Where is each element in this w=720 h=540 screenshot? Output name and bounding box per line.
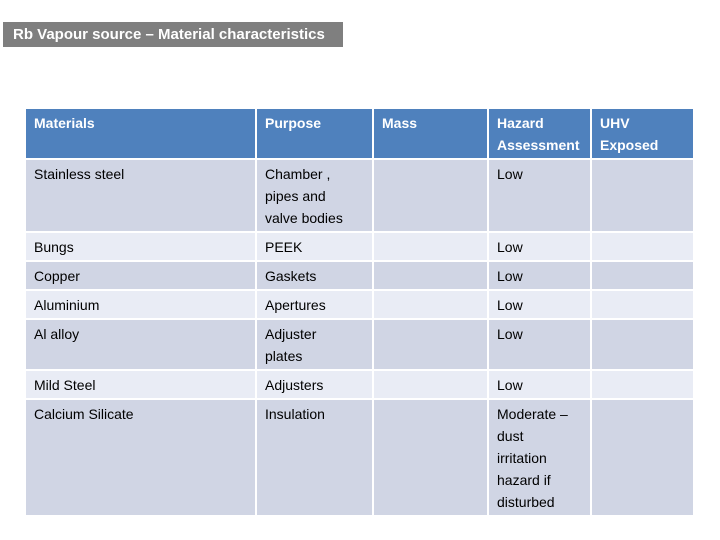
cell-uhv: [590, 318, 695, 371]
header-purpose: Purpose: [255, 107, 374, 160]
cell-purpose: Insulation: [255, 398, 374, 517]
table-row: Aluminium Apertures Low: [24, 289, 695, 320]
cell-materials: Aluminium: [24, 289, 257, 320]
cell-mass: [372, 369, 489, 400]
materials-table: Materials Purpose Mass Hazard Assessment…: [24, 107, 695, 517]
cell-materials: Calcium Silicate: [24, 398, 257, 517]
cell-purpose: Adjuster plates: [255, 318, 374, 371]
cell-uhv: [590, 398, 695, 517]
cell-purpose: Apertures: [255, 289, 374, 320]
cell-purpose: Chamber , pipes and valve bodies: [255, 158, 374, 233]
table-row: Al alloy Adjuster plates Low: [24, 318, 695, 371]
cell-uhv: [590, 289, 695, 320]
cell-materials: Mild Steel: [24, 369, 257, 400]
cell-hazard: Low: [487, 231, 592, 262]
cell-hazard: Moderate – dust irritation hazard if dis…: [487, 398, 592, 517]
cell-mass: [372, 158, 489, 233]
cell-uhv: [590, 231, 695, 262]
table-row: Bungs PEEK Low: [24, 231, 695, 262]
table-row: Calcium Silicate Insulation Moderate – d…: [24, 398, 695, 517]
cell-hazard: Low: [487, 369, 592, 400]
cell-materials: Bungs: [24, 231, 257, 262]
header-mass: Mass: [372, 107, 489, 160]
header-uhv-exposed: UHV Exposed: [590, 107, 695, 160]
header-hazard-assessment: Hazard Assessment: [487, 107, 592, 160]
table-header-row: Materials Purpose Mass Hazard Assessment…: [24, 107, 695, 160]
slide-title-bar: Rb Vapour source – Material characterist…: [3, 22, 343, 47]
table-row: Stainless steel Chamber , pipes and valv…: [24, 158, 695, 233]
cell-mass: [372, 398, 489, 517]
cell-hazard: Low: [487, 260, 592, 291]
cell-materials: Copper: [24, 260, 257, 291]
table-row: Mild Steel Adjusters Low: [24, 369, 695, 400]
cell-purpose: PEEK: [255, 231, 374, 262]
cell-materials: Al alloy: [24, 318, 257, 371]
slide-title-text: Rb Vapour source – Material characterist…: [13, 26, 325, 43]
cell-hazard: Low: [487, 318, 592, 371]
cell-purpose: Gaskets: [255, 260, 374, 291]
cell-mass: [372, 231, 489, 262]
cell-mass: [372, 318, 489, 371]
cell-mass: [372, 289, 489, 320]
cell-mass: [372, 260, 489, 291]
header-materials: Materials: [24, 107, 257, 160]
table-row: Copper Gaskets Low: [24, 260, 695, 291]
cell-uhv: [590, 260, 695, 291]
cell-materials: Stainless steel: [24, 158, 257, 233]
cell-purpose: Adjusters: [255, 369, 374, 400]
cell-hazard: Low: [487, 158, 592, 233]
cell-uhv: [590, 369, 695, 400]
cell-uhv: [590, 158, 695, 233]
cell-hazard: Low: [487, 289, 592, 320]
